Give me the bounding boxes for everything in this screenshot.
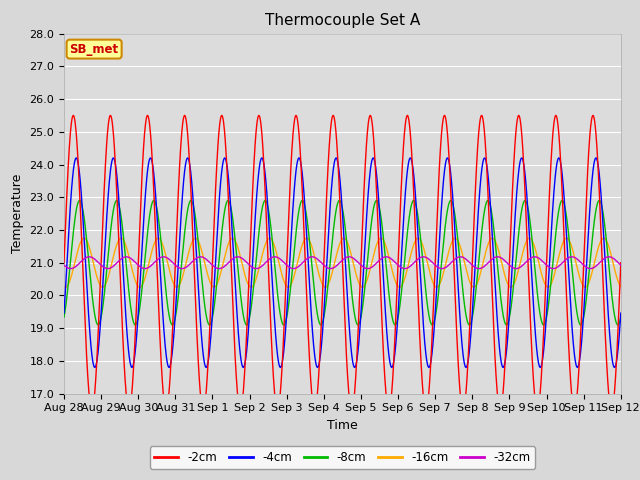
Text: SB_met: SB_met <box>70 43 118 56</box>
Y-axis label: Temperature: Temperature <box>11 174 24 253</box>
Legend: -2cm, -4cm, -8cm, -16cm, -32cm: -2cm, -4cm, -8cm, -16cm, -32cm <box>150 446 535 469</box>
X-axis label: Time: Time <box>327 419 358 432</box>
Title: Thermocouple Set A: Thermocouple Set A <box>265 13 420 28</box>
